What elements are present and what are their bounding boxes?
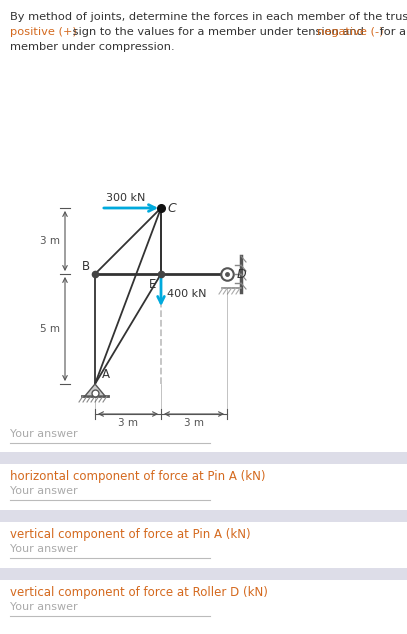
Text: 5 m: 5 m <box>40 324 60 334</box>
Text: C: C <box>167 202 176 214</box>
Text: negative (-): negative (-) <box>317 27 384 37</box>
Text: 3 m: 3 m <box>118 418 138 428</box>
Text: B: B <box>82 260 90 273</box>
Text: vertical component of force at Pin A (kN): vertical component of force at Pin A (kN… <box>10 528 251 541</box>
Bar <box>0 568 407 580</box>
Text: 3 m: 3 m <box>184 418 204 428</box>
Text: sign to the values for a member under tension and: sign to the values for a member under te… <box>68 27 367 37</box>
Text: horizontal component of force at Pin A (kN): horizontal component of force at Pin A (… <box>10 470 265 483</box>
Text: By method of joints, determine the forces in each member of the truss. Indicate: By method of joints, determine the force… <box>10 12 407 22</box>
Text: positive (+): positive (+) <box>10 27 77 37</box>
Text: Your answer: Your answer <box>10 486 78 496</box>
Text: member under compression.: member under compression. <box>10 42 175 52</box>
Text: Your answer: Your answer <box>10 544 78 554</box>
Text: for a: for a <box>376 27 406 37</box>
Text: Your answer: Your answer <box>10 429 78 439</box>
Text: vertical component of force at Roller D (kN): vertical component of force at Roller D … <box>10 586 268 599</box>
Bar <box>0 510 407 522</box>
Text: A: A <box>102 368 110 381</box>
Polygon shape <box>85 384 105 396</box>
Text: Your answer: Your answer <box>10 602 78 612</box>
Text: D: D <box>237 268 247 280</box>
Bar <box>0 452 407 464</box>
Text: 3 m: 3 m <box>40 236 60 246</box>
Text: 300 kN: 300 kN <box>106 193 146 203</box>
Text: 400 kN: 400 kN <box>167 289 206 299</box>
Text: E: E <box>149 278 157 291</box>
